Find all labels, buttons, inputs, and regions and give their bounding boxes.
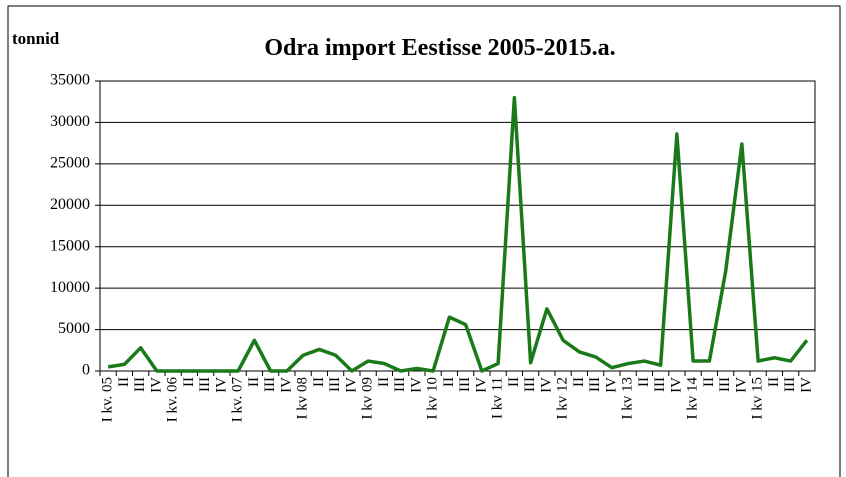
x-tick-label: II (181, 377, 197, 387)
x-tick-label: III (262, 377, 278, 392)
x-tick-label: IV (278, 377, 294, 393)
x-tick-label: III (587, 377, 603, 392)
y-axis-label: tonnid (12, 29, 60, 48)
x-tick-label: II (701, 377, 717, 387)
x-tick-label: I kv. 07 (230, 377, 246, 423)
x-tick-label: I kv 14 (685, 377, 701, 420)
y-tick-label: 5000 (58, 320, 90, 337)
y-tick-label: 25000 (50, 155, 90, 172)
x-tick-label: III (717, 377, 733, 392)
x-tick-label: III (652, 377, 668, 392)
x-tick-label: IV (733, 377, 749, 393)
x-tick-label: IV (213, 377, 229, 393)
x-tick-label: I kv 15 (750, 377, 766, 420)
x-tick-label: I kv 08 (295, 377, 311, 420)
x-tick-label: IV (473, 377, 489, 393)
y-tick-label: 10000 (50, 279, 90, 296)
x-tick-label: I kv 11 (490, 377, 506, 419)
x-tick-label: II (246, 377, 262, 387)
x-tick-label: II (636, 377, 652, 387)
x-tick-label: III (327, 377, 343, 392)
x-tick-label: II (376, 377, 392, 387)
x-tick-label: II (571, 377, 587, 387)
x-tick-label: IV (408, 377, 424, 393)
x-tick-label: III (782, 377, 798, 392)
x-tick-label: I kv 09 (360, 377, 376, 420)
x-tick-label: IV (148, 377, 164, 393)
x-tick-label: I kv. 06 (165, 377, 181, 423)
x-tick-label: III (197, 377, 213, 392)
x-tick-label: III (392, 377, 408, 392)
y-tick-label: 20000 (50, 196, 90, 213)
y-tick-label: 30000 (50, 113, 90, 130)
y-tick-label: 35000 (50, 72, 90, 89)
x-tick-label: II (766, 377, 782, 387)
x-tick-label: I kv. 05 (100, 377, 116, 422)
x-tick-label: II (311, 377, 327, 387)
y-tick-label: 15000 (50, 237, 90, 254)
x-tick-label: I kv 12 (555, 377, 571, 420)
x-tick-label: III (132, 377, 148, 392)
x-tick-label: II (506, 377, 522, 387)
chart-title: Odra import Eestisse 2005-2015.a. (264, 35, 615, 61)
x-tick-label: II (116, 377, 132, 387)
x-tick-label: III (522, 377, 538, 392)
x-tick-label: I kv 13 (620, 377, 636, 420)
x-tick-label: IV (668, 377, 684, 393)
x-tick-label: I kv 10 (425, 377, 441, 420)
x-tick-label: II (441, 377, 457, 387)
x-tick-label: IV (603, 377, 619, 393)
x-tick-label: IV (343, 377, 359, 393)
y-tick-label: 0 (82, 362, 90, 379)
plot-area (99, 80, 816, 372)
x-tick-label: III (457, 377, 473, 392)
data-line (107, 95, 809, 373)
chart-frame (7, 5, 841, 477)
x-tick-label: IV (538, 377, 554, 393)
x-tick-label: IV (798, 377, 814, 393)
